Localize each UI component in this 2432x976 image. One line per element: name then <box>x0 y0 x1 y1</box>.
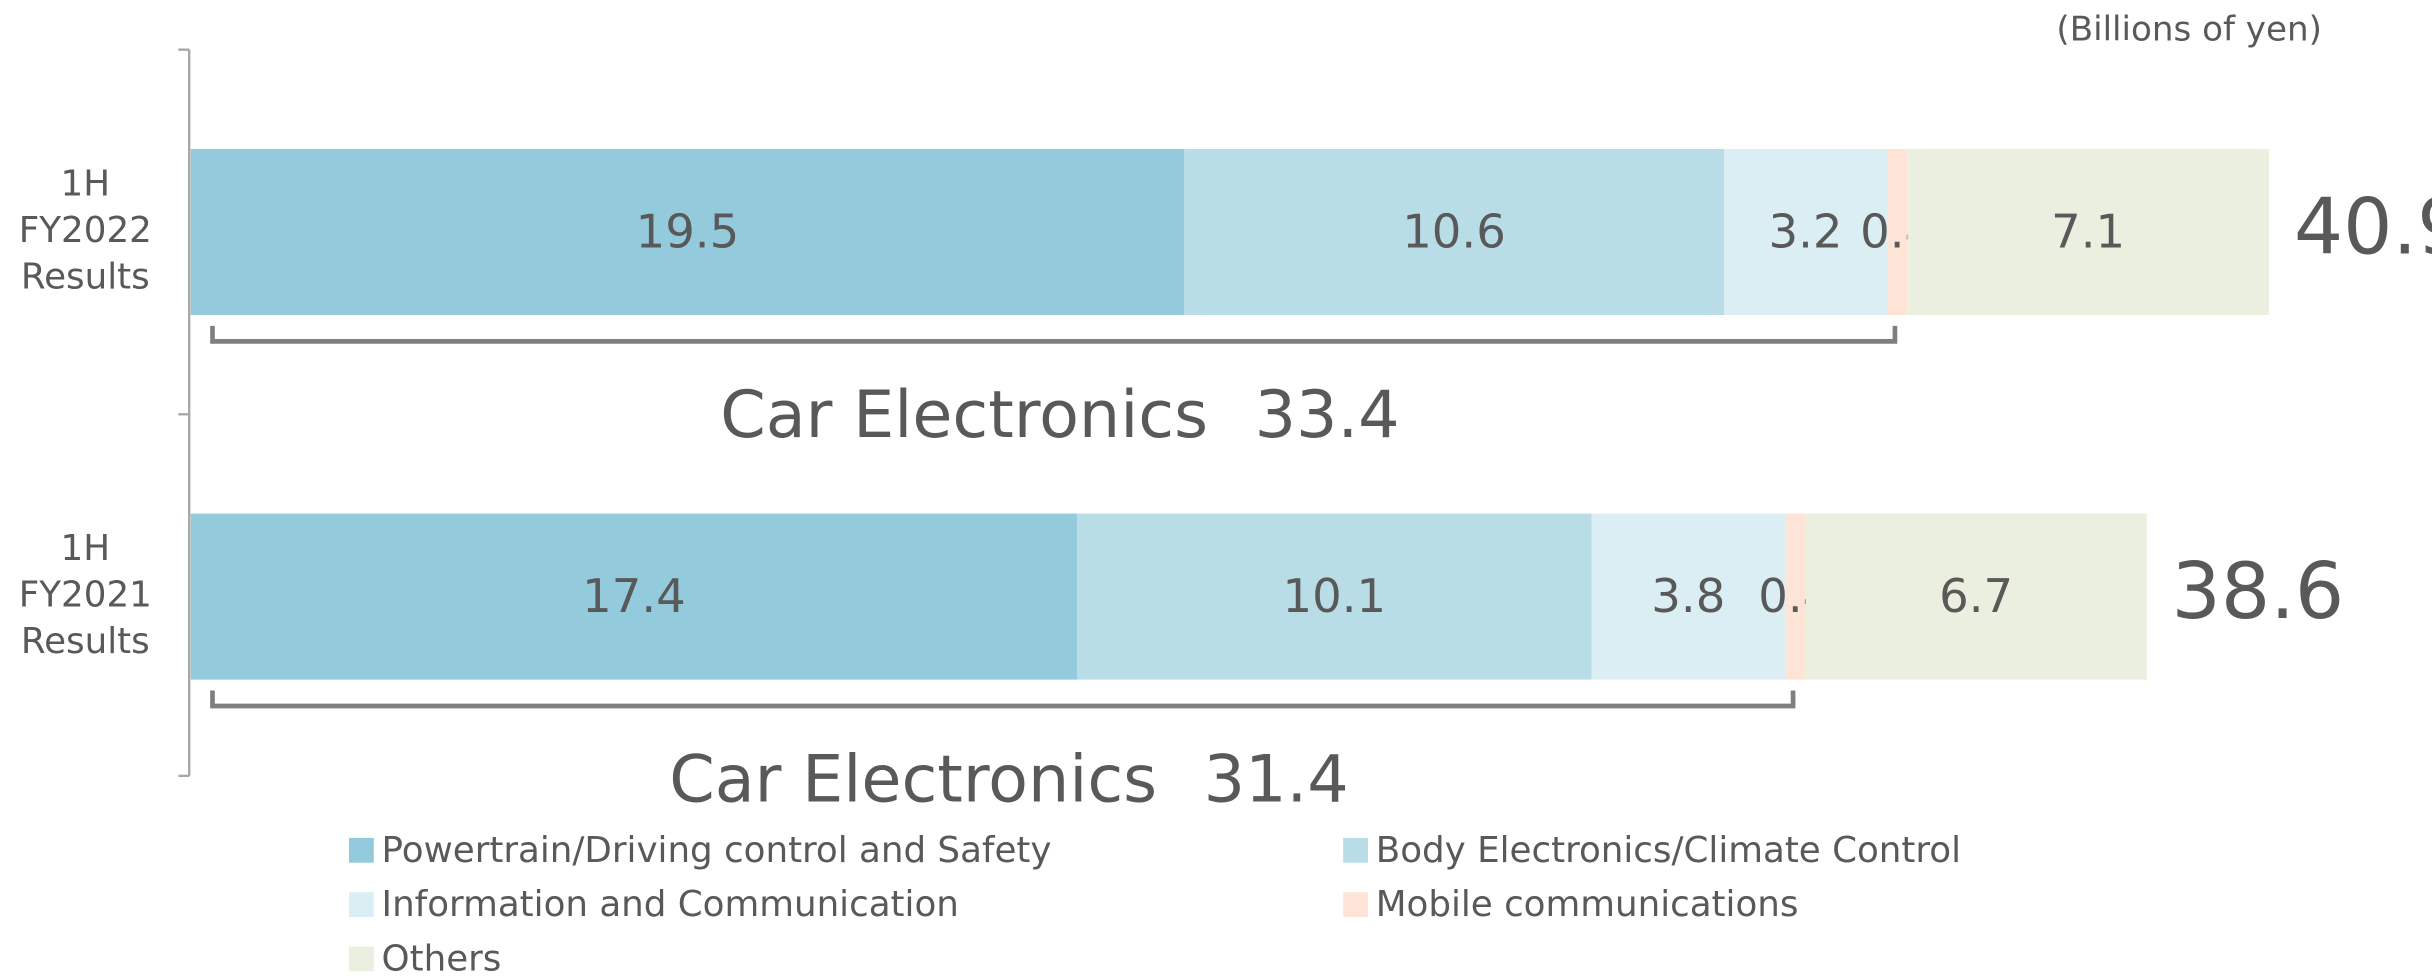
value-label: 19.5 <box>636 205 740 259</box>
bracket <box>210 690 1796 709</box>
legend-label: Mobile communications <box>1376 884 1799 925</box>
category-label: 1H FY2021 Results <box>19 528 152 662</box>
bar-segment <box>1591 513 1786 680</box>
bracket-value: 33.4 <box>1255 378 1400 453</box>
legend-label: Information and Communication <box>382 884 959 925</box>
bar-segment <box>1907 148 2270 315</box>
bracket-name: Car Electronics <box>720 378 1208 453</box>
bar-segment <box>1077 513 1592 680</box>
bar-segment <box>1886 148 1908 315</box>
legend-label: Powertrain/Driving control and Safety <box>382 830 1052 871</box>
legend-swatch <box>348 946 374 972</box>
category-label: 1H FY2022 Results <box>19 163 152 297</box>
bar-segment <box>190 148 1185 315</box>
value-label: 6.7 <box>1939 569 2013 623</box>
value-label: 17.4 <box>582 569 686 623</box>
bracket-label: Car Electronics 33.4 <box>720 378 1399 453</box>
bar-segment <box>1184 148 1724 315</box>
legend-swatch <box>1343 837 1368 863</box>
value-label: 3.8 <box>1651 569 1725 623</box>
legend-swatch <box>1343 892 1368 918</box>
bar-segment <box>190 513 1078 680</box>
bracket-label: Car Electronics 31.4 <box>669 743 1348 818</box>
bar-segment <box>1785 513 1806 680</box>
legend-swatch <box>348 837 374 863</box>
total-label: 40.9 <box>2294 182 2432 272</box>
value-label: 10.6 <box>1402 205 1506 259</box>
legend-label: Body Electronics/Climate Control <box>1376 830 1961 871</box>
total-label: 38.6 <box>2172 547 2345 637</box>
value-label: 3.2 <box>1768 205 1842 259</box>
legend-swatch <box>348 892 374 918</box>
value-label: 7.1 <box>2051 205 2125 259</box>
value-label: 10.1 <box>1283 569 1387 623</box>
legend-label: Others <box>382 938 502 976</box>
bracket-name: Car Electronics <box>669 743 1157 818</box>
bracket-value: 31.4 <box>1204 743 1349 818</box>
bracket <box>210 325 1898 344</box>
unit-label: (Billions of yen) <box>2056 10 2321 50</box>
bar-segment <box>1805 513 2147 680</box>
bar-segment <box>1723 148 1887 315</box>
